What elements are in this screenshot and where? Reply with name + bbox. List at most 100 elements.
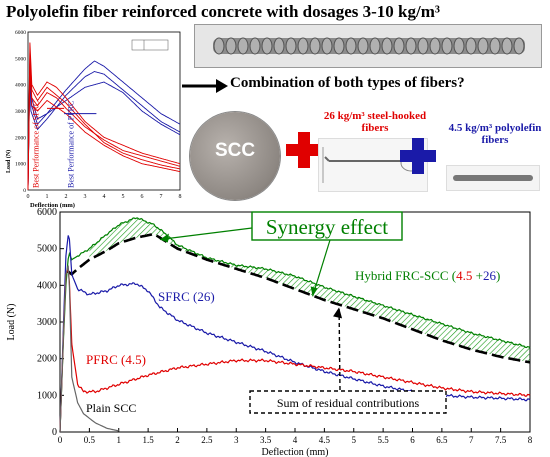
fiber-twist: [321, 37, 333, 55]
x-tick-label: 1: [117, 435, 122, 445]
synergy-area: [89, 217, 531, 363]
x-tick-label: 3: [234, 435, 239, 445]
specimen-sketch: [131, 39, 169, 51]
small-sfrc-curve: [27, 63, 181, 191]
x-tick-label: 3.5: [260, 435, 272, 445]
fiber-twist: [489, 37, 501, 55]
synergy-pointer: [312, 239, 331, 297]
small-y-tick-label: 3000: [15, 109, 26, 115]
y-tick-label: 5000: [37, 244, 57, 255]
small-y-axis-label: Load (N): [5, 150, 12, 173]
hybrid-label-sfrc-dose: 26: [483, 268, 497, 283]
x-tick-label: 6.5: [436, 435, 448, 445]
fiber-twist: [357, 37, 369, 55]
small-pfrc-curve: [27, 53, 181, 191]
fiber-twist: [237, 37, 249, 55]
small-x-tick-label: 8: [179, 194, 182, 200]
fiber-twist: [453, 37, 465, 55]
plain-scc-curve: [59, 265, 119, 433]
plain-scc-label: Plain SCC: [86, 401, 136, 415]
fiber-twist: [477, 37, 489, 55]
right-arrow-icon: [182, 79, 228, 93]
steel-fiber-photo: [318, 138, 428, 192]
question-callout: Combination of both types of fibers?: [180, 72, 546, 100]
fiber-twist: [381, 37, 393, 55]
x-tick-label: 4: [293, 435, 298, 445]
fiber-twist: [309, 37, 321, 55]
sfrc-label: SFRC (26): [158, 289, 215, 304]
small-y-tick-label: 5000: [15, 56, 26, 62]
fiber-twist: [333, 37, 345, 55]
sfrc-curve: [59, 235, 531, 433]
small-pfrc-curve: [27, 42, 181, 191]
fiber-twist: [405, 37, 417, 55]
hybrid-label-prefix: Hybrid FRC-SCC (: [355, 268, 456, 283]
pfrc-label: PFRC (4.5): [86, 352, 146, 367]
small-pfrc-curve: [27, 74, 181, 191]
small-sfrc-curve: [27, 58, 181, 191]
hybrid-label-plus: +: [472, 268, 483, 283]
fiber-twist: [249, 37, 261, 55]
fiber-twist: [417, 37, 429, 55]
x-tick-label: 2.5: [201, 435, 213, 445]
polyolefin-fiber-small-photo: [446, 165, 540, 191]
synergy-box: [251, 211, 403, 241]
x-tick-label: 7.5: [495, 435, 507, 445]
x-axis-label: Deflection (mm): [262, 447, 329, 457]
y-axis-label: Load (N): [6, 304, 17, 341]
small-sfrc-curve: [27, 71, 181, 191]
fiber-twist: [501, 37, 513, 55]
hybrid-label: Hybrid FRC-SCC (4.5 +26): [355, 268, 500, 283]
synergy-arrowhead: [310, 286, 318, 297]
hybrid-label-pfrc-dose: 4.5: [456, 268, 472, 283]
steel-fiber-label: 26 kg/m³ steel-hooked fibers: [323, 110, 427, 134]
x-tick-label: 5.5: [378, 435, 390, 445]
x-tick-label: 5: [352, 435, 357, 445]
fiber-twist: [429, 37, 441, 55]
x-tick-label: 6: [410, 435, 415, 445]
sum-arrowhead: [333, 307, 343, 319]
small-x-tick-label: 1: [46, 194, 49, 200]
sum-label: Sum of residual contributions: [277, 396, 420, 410]
x-tick-label: 0.5: [84, 435, 96, 445]
small-x-tick-label: 3: [84, 194, 87, 200]
small-load-deflection-chart: 0 1 2 3 4 5 6 7 8 0 1000 2000 3000 4000 5000 6000 Deflec…: [5, 30, 182, 209]
small-x-tick-label: 2: [65, 194, 68, 200]
y-tick-label: 3000: [37, 317, 57, 328]
polyolefin-fiber-photo: [194, 24, 542, 68]
y-tick-label: 0: [52, 427, 57, 438]
fiber-twist: [513, 37, 525, 55]
small-y-tick-label: 6000: [15, 30, 26, 36]
fiber-twist: [345, 37, 357, 55]
y-tick-label: 6000: [37, 207, 57, 218]
small-y-tick-label: 2000: [15, 135, 26, 141]
small-pfrc-curve: [27, 63, 181, 191]
fiber-twist: [285, 37, 297, 55]
small-x-tick-label: 7: [160, 194, 163, 200]
red-plus-icon: [284, 130, 324, 178]
fiber-twist: [261, 37, 273, 55]
small-x-tick-label: 6: [141, 194, 144, 200]
small-y-tick-label: 0: [23, 188, 26, 194]
x-tick-label: 8: [528, 435, 533, 445]
x-tick-label: 1.5: [143, 435, 155, 445]
fiber-twist: [441, 37, 453, 55]
x-tick-label: 2: [175, 435, 180, 445]
fiber-twist: [225, 37, 237, 55]
small-sfrc-annotation: Best Performance of SFRC: [31, 101, 40, 188]
x-tick-label: 4.5: [319, 435, 331, 445]
small-y-tick-label: 4000: [15, 83, 26, 89]
small-x-axis-label: Deflection (mm): [30, 202, 75, 209]
scc-sample-photo: SCC: [190, 112, 280, 200]
fiber-twist: [393, 37, 405, 55]
sum-residual-curve: [66, 232, 531, 364]
fiber-twist: [465, 37, 477, 55]
small-y-tick-label: 1000: [15, 162, 26, 168]
small-x-tick-label: 0: [27, 194, 30, 200]
page-title: Polyolefin fiber reinforced concrete wit…: [6, 2, 440, 21]
x-tick-label: 0: [58, 435, 63, 445]
pfrc-curve: [59, 268, 531, 433]
fiber-twist: [273, 37, 285, 55]
hybrid-label-suffix: ): [496, 268, 500, 283]
small-x-tick-label: 4: [103, 194, 106, 200]
